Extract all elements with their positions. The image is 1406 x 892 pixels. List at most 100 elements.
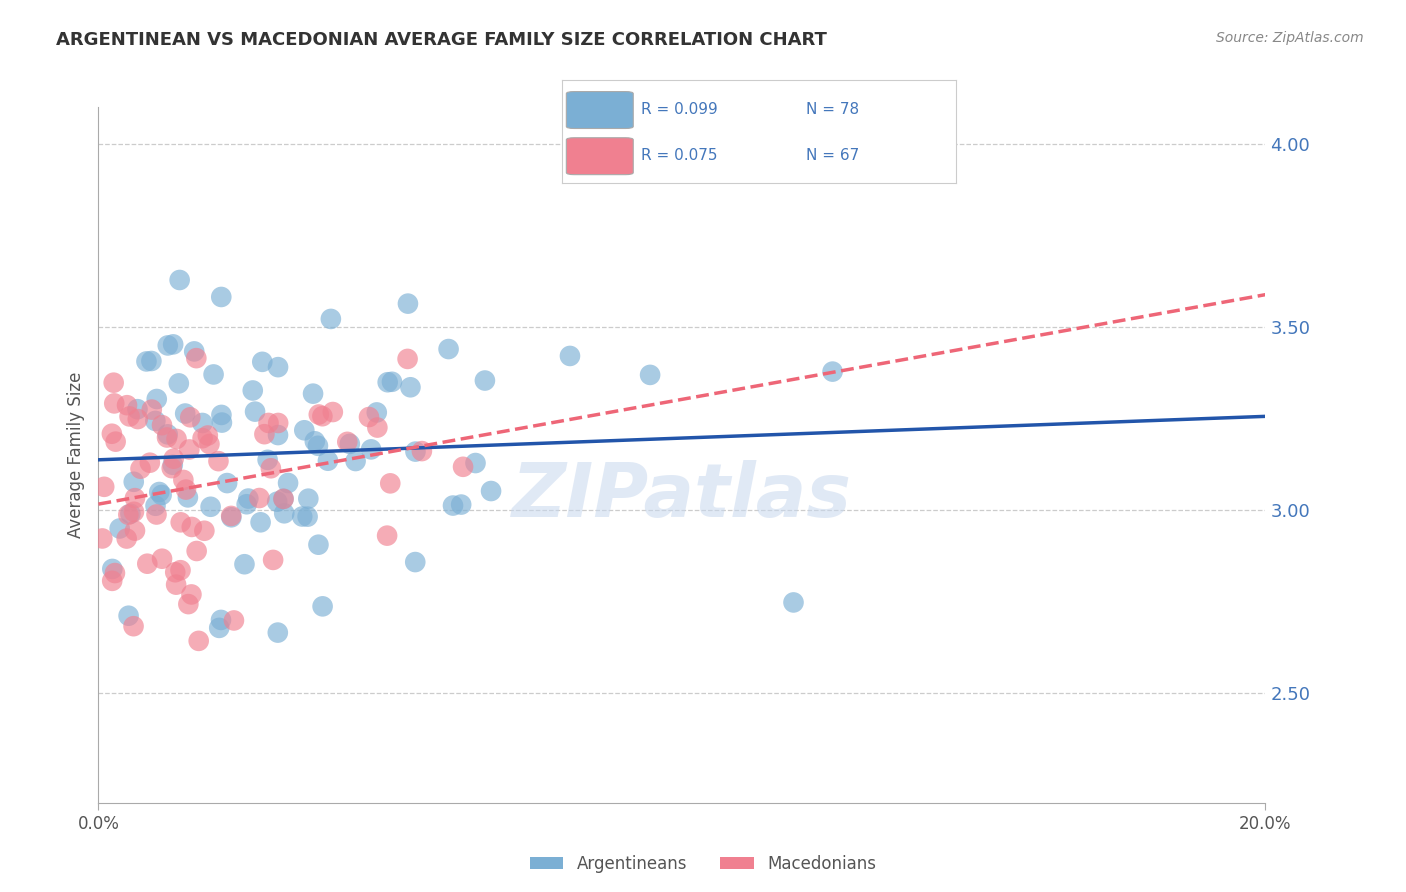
Point: [202, 368, 225, 382]
Point: [308, 408, 330, 422]
Point: [179, 442, 201, 457]
Point: [307, 439, 329, 453]
Point: [311, 409, 333, 424]
Point: [262, 553, 284, 567]
Point: [238, 491, 260, 506]
Point: [191, 416, 214, 430]
Point: [267, 360, 290, 375]
Point: [247, 491, 270, 505]
Point: [380, 476, 402, 491]
Point: [399, 380, 422, 394]
Point: [266, 494, 288, 508]
Point: [207, 454, 229, 468]
Point: [186, 351, 208, 366]
Point: [193, 524, 215, 538]
Point: [375, 528, 398, 542]
Point: [166, 432, 188, 446]
Point: [136, 557, 159, 571]
Point: [122, 505, 145, 519]
Point: [162, 458, 184, 472]
Point: [101, 426, 124, 441]
Point: [211, 416, 233, 430]
Point: [782, 595, 804, 609]
Point: [242, 384, 264, 398]
Point: [273, 491, 295, 506]
Point: [233, 558, 256, 572]
Point: [177, 491, 200, 505]
Point: [381, 375, 404, 389]
Point: [174, 483, 197, 497]
Point: [307, 538, 329, 552]
Point: [135, 354, 157, 368]
Point: [344, 454, 367, 468]
Point: [297, 509, 319, 524]
Point: [311, 599, 333, 614]
Text: N = 67: N = 67: [807, 148, 859, 162]
Point: [170, 516, 193, 530]
Point: [198, 437, 221, 451]
Point: [180, 520, 202, 534]
Point: [437, 342, 460, 356]
Point: [217, 476, 239, 491]
FancyBboxPatch shape: [567, 137, 633, 175]
Point: [120, 507, 142, 521]
Point: [396, 296, 419, 310]
Point: [200, 500, 222, 514]
Point: [139, 456, 162, 470]
Point: [450, 498, 472, 512]
Point: [322, 405, 344, 419]
Point: [156, 430, 179, 444]
Point: [177, 597, 200, 611]
Point: [222, 614, 245, 628]
Point: [243, 404, 266, 418]
Legend: Argentineans, Macedonians: Argentineans, Macedonians: [523, 848, 883, 880]
Point: [150, 418, 173, 433]
Point: [273, 491, 295, 506]
Point: [291, 509, 314, 524]
Point: [209, 408, 232, 422]
Point: [464, 456, 486, 470]
Point: [292, 423, 315, 437]
Point: [103, 376, 125, 390]
Point: [267, 416, 290, 430]
Point: [474, 374, 496, 388]
Point: [249, 516, 271, 530]
Text: ARGENTINEAN VS MACEDONIAN AVERAGE FAMILY SIZE CORRELATION CHART: ARGENTINEAN VS MACEDONIAN AVERAGE FAMILY…: [56, 31, 827, 49]
Point: [103, 396, 125, 410]
Point: [451, 459, 474, 474]
Point: [165, 566, 187, 580]
Text: R = 0.075: R = 0.075: [641, 148, 717, 162]
Point: [127, 412, 149, 426]
Point: [124, 524, 146, 538]
Point: [122, 475, 145, 489]
Point: [253, 427, 276, 442]
Point: [638, 368, 661, 382]
Point: [336, 434, 359, 449]
Point: [163, 451, 186, 466]
Point: [316, 454, 339, 468]
Point: [479, 483, 502, 498]
Point: [141, 354, 163, 368]
Point: [267, 428, 290, 442]
Point: [115, 398, 138, 412]
Point: [165, 577, 187, 591]
Point: [366, 405, 388, 419]
Point: [821, 365, 844, 379]
Text: ZIPatlas: ZIPatlas: [512, 460, 852, 533]
Point: [169, 563, 191, 577]
Point: [145, 508, 167, 522]
Point: [396, 351, 419, 366]
Point: [277, 475, 299, 490]
Point: [404, 444, 426, 458]
FancyBboxPatch shape: [567, 92, 633, 128]
Point: [441, 499, 464, 513]
Point: [104, 434, 127, 449]
Point: [150, 551, 173, 566]
Point: [115, 532, 138, 546]
Point: [108, 521, 131, 535]
Point: [127, 402, 149, 417]
Point: [179, 410, 201, 425]
Point: [304, 434, 326, 449]
Point: [104, 566, 127, 580]
Point: [117, 508, 139, 522]
